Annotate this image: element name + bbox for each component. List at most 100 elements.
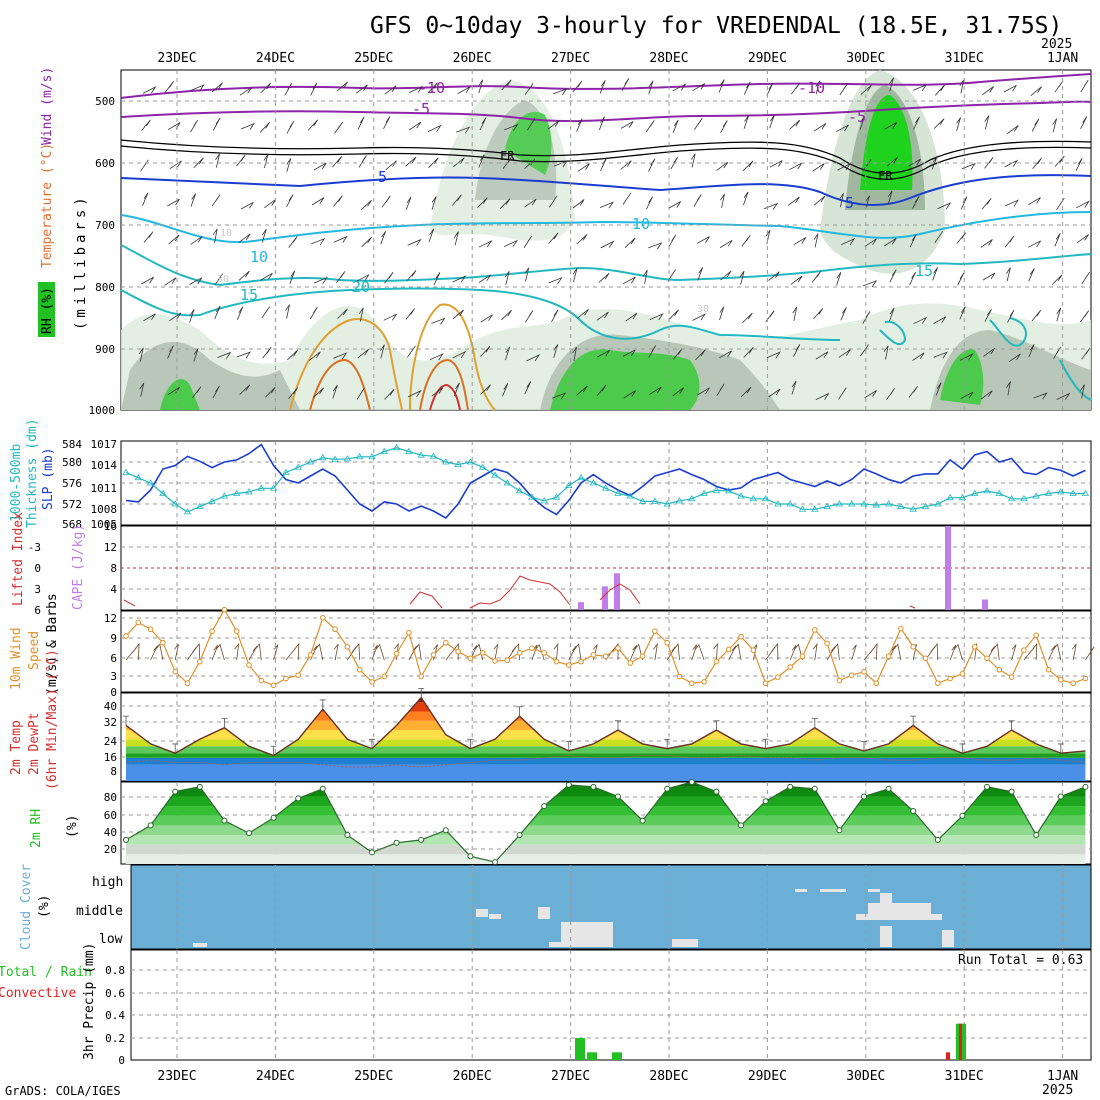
wind-speed-point — [504, 657, 511, 664]
surface-wind-barb — [1071, 644, 1077, 661]
wind-barb — [1052, 118, 1057, 133]
wind-speed-point — [775, 674, 781, 680]
thickness-point — [380, 447, 389, 454]
wind-barb — [309, 306, 318, 320]
wind-barb — [572, 80, 583, 93]
precip-plot-area — [130, 949, 1092, 1061]
wind-speed-point — [910, 643, 917, 650]
surface-wind-barb — [629, 645, 637, 661]
wind-barb — [935, 84, 946, 96]
thickness-point — [343, 455, 352, 462]
rh-band — [126, 835, 1086, 845]
rh-point — [565, 781, 572, 788]
wind-barb — [960, 391, 974, 400]
wind-barb — [1031, 118, 1040, 132]
wind-barb — [477, 197, 488, 208]
thickness-point — [134, 473, 143, 481]
precip-bar-convective — [946, 1052, 950, 1060]
wind-barb — [984, 308, 992, 322]
wind-barb — [336, 81, 348, 92]
y-tick-label: 580 — [62, 456, 82, 469]
thickness-point — [405, 447, 413, 454]
minmax-whisker — [319, 699, 326, 710]
wind-barb — [551, 309, 559, 323]
wind-barb — [668, 309, 679, 321]
cloud-level-middle: middle — [76, 904, 123, 919]
wind-barb — [1056, 307, 1062, 322]
wind-barb — [240, 201, 254, 210]
wind-barb — [742, 160, 754, 172]
temp-panel: 40 32 24 168 2m Temp 2m DewPt (6hr Min/Max)… — [9, 649, 1092, 790]
wind-speed-point — [885, 653, 892, 660]
wind-barb — [576, 118, 583, 132]
cape-y-ticks: -3 0 3 6 16 12 8 4 — [28, 520, 118, 617]
wind-speed-point — [713, 658, 720, 665]
wind-barb — [428, 157, 439, 169]
wind-speed-point — [738, 633, 744, 640]
thickness-point — [232, 489, 241, 496]
wind-barb — [908, 386, 918, 398]
surface-wind-barb — [826, 646, 836, 661]
wind-barb — [357, 116, 365, 130]
thickness-point — [552, 493, 561, 500]
thickness-point — [909, 505, 917, 512]
wind-barb — [862, 280, 878, 288]
rh-point — [319, 785, 326, 792]
wind-barb — [383, 116, 391, 129]
wind-barb — [1006, 267, 1011, 282]
wind-speed-point — [578, 658, 584, 665]
ylabel-wind: Wind (m/s) — [40, 67, 55, 145]
y-tick-label: 0 — [118, 1054, 125, 1067]
rh-point — [492, 859, 498, 866]
rh-point — [270, 814, 277, 821]
wind-barb — [889, 307, 895, 322]
wind-barb — [840, 307, 847, 321]
wind-barb — [886, 388, 895, 400]
wind-barb — [959, 306, 966, 320]
y-tick-label: 12 — [104, 541, 117, 554]
wind-barb — [667, 269, 676, 282]
wind-barb — [1028, 268, 1035, 282]
rh-point — [639, 817, 646, 824]
y-tick-label: 0.8 — [105, 964, 125, 977]
rh-legend-swatch — [38, 282, 55, 337]
wind-barb — [624, 237, 636, 248]
minmax-whisker — [615, 720, 621, 731]
wind-barb — [431, 196, 437, 210]
wind-barb — [672, 387, 685, 397]
y-tick-label: 584 — [62, 438, 82, 451]
wind-barb — [262, 346, 272, 359]
wind-speed-point — [566, 662, 572, 668]
thickness-point — [688, 494, 696, 502]
wind-speed-point — [381, 673, 388, 680]
wind-barb — [405, 308, 415, 320]
rh-band — [126, 806, 1086, 816]
wind-barb — [909, 234, 917, 248]
wind-barb — [672, 119, 679, 133]
y-tick-label: 1005 — [91, 518, 118, 531]
rh-point — [246, 830, 252, 837]
contour-35 — [429, 383, 461, 411]
wind-barb — [789, 119, 801, 130]
wind-barb — [193, 348, 199, 362]
wind-speed-point — [664, 639, 671, 646]
top-date-label: 25DEC — [354, 51, 393, 66]
wind-barb — [480, 384, 491, 395]
wind-barb — [526, 354, 541, 362]
wind-barb — [238, 233, 251, 243]
ylabel-wind-c: (m/s) & Barbs — [45, 593, 60, 695]
cloud-block — [880, 893, 892, 905]
thickness-point — [540, 497, 548, 504]
rh-point — [123, 836, 129, 843]
wind-barb — [141, 276, 154, 285]
wind-barb — [884, 122, 898, 130]
precip-bar-total — [575, 1038, 585, 1060]
wind-barb — [192, 386, 202, 399]
precip-bar-convective-inner — [959, 1023, 962, 1060]
minmax-whisker — [369, 738, 375, 749]
slp-panel: 584 580 576 572 568 1017 1014 1011 1008 1005 1000… — [9, 418, 1092, 531]
wind-barb — [933, 351, 948, 359]
wind-speed-point — [406, 629, 412, 636]
thickness-point — [208, 497, 216, 504]
thickness-point — [626, 492, 635, 499]
